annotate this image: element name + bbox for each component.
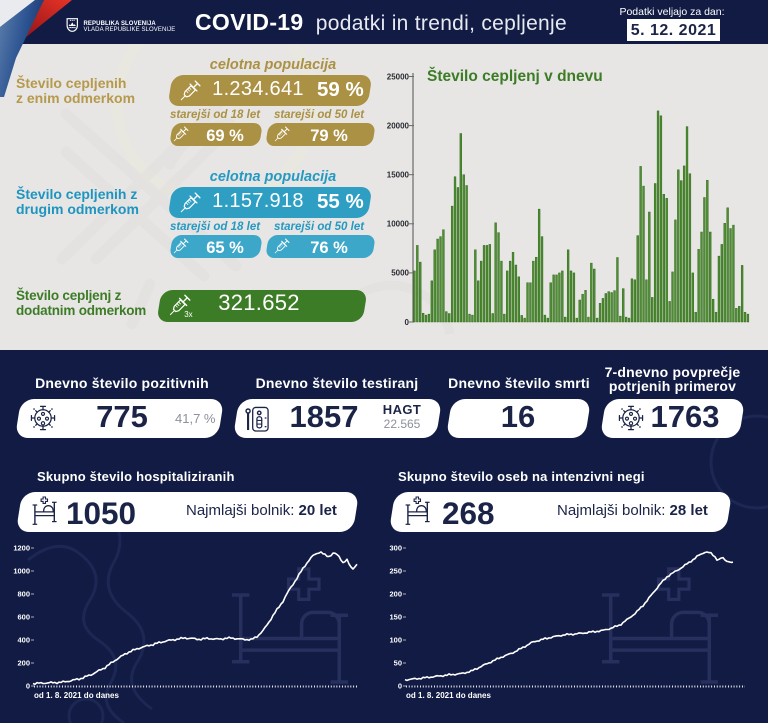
svg-text:3x: 3x: [184, 310, 192, 319]
svg-text:0: 0: [26, 682, 30, 691]
svg-text:1200: 1200: [13, 544, 30, 553]
svg-text:0: 0: [398, 682, 402, 691]
svg-text:800: 800: [17, 590, 30, 599]
svg-text:150: 150: [389, 613, 402, 622]
svg-text:od 1. 8. 2021 do danes: od 1. 8. 2021 do danes: [34, 691, 119, 700]
svg-text:250: 250: [389, 567, 402, 576]
svg-text:100: 100: [389, 636, 402, 645]
svg-text:50: 50: [394, 659, 402, 668]
svg-text:15000: 15000: [387, 171, 410, 180]
svg-text:1000: 1000: [13, 567, 30, 576]
svg-text:25000: 25000: [387, 72, 410, 81]
svg-text:600: 600: [17, 613, 30, 622]
svg-text:200: 200: [389, 590, 402, 599]
svg-text:10000: 10000: [387, 220, 410, 229]
svg-text:5000: 5000: [391, 269, 409, 278]
svg-text:400: 400: [17, 636, 30, 645]
svg-text:20000: 20000: [387, 121, 410, 130]
svg-text:200: 200: [17, 659, 30, 668]
svg-text:0: 0: [405, 318, 410, 327]
svg-text:300: 300: [389, 544, 402, 553]
svg-text:od 1. 8. 2021 do danes: od 1. 8. 2021 do danes: [406, 691, 491, 700]
